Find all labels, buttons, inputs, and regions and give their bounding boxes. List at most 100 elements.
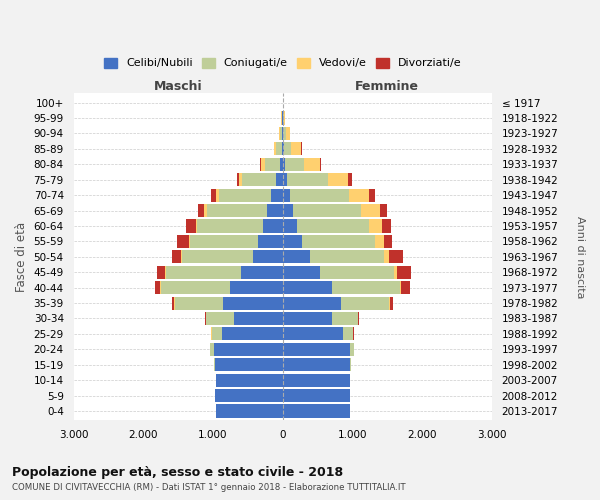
Bar <box>283 374 350 386</box>
Bar <box>265 158 280 171</box>
Bar <box>283 235 302 248</box>
Bar <box>222 328 283 340</box>
Bar <box>260 158 261 171</box>
Bar <box>283 112 284 124</box>
Legend: Celibi/Nubili, Coniugati/e, Vedovi/e, Divorziati/e: Celibi/Nubili, Coniugati/e, Vedovi/e, Di… <box>100 53 466 73</box>
Bar <box>400 281 401 294</box>
Bar <box>283 404 350 417</box>
Bar <box>320 158 321 171</box>
Bar <box>283 296 341 310</box>
Bar <box>215 358 283 372</box>
Bar <box>369 220 382 232</box>
Bar <box>205 312 206 325</box>
Bar <box>320 266 394 279</box>
Bar <box>301 142 302 156</box>
Bar <box>166 266 241 279</box>
Bar <box>211 188 216 202</box>
Text: Femmine: Femmine <box>355 80 419 94</box>
Bar <box>280 127 282 140</box>
Bar <box>283 328 343 340</box>
Bar <box>234 312 283 325</box>
Bar <box>281 112 283 124</box>
Bar <box>401 281 410 294</box>
Bar <box>161 281 230 294</box>
Bar <box>293 204 361 217</box>
Bar <box>341 296 389 310</box>
Bar <box>394 266 397 279</box>
Bar <box>348 173 352 186</box>
Bar <box>283 220 296 232</box>
Bar <box>283 127 286 140</box>
Bar <box>277 173 283 186</box>
Bar <box>182 250 253 264</box>
Bar <box>155 281 160 294</box>
Bar <box>286 127 290 140</box>
Bar <box>196 220 197 232</box>
Bar <box>239 173 242 186</box>
Bar <box>212 328 222 340</box>
Bar <box>216 404 283 417</box>
Bar <box>241 266 283 279</box>
Bar <box>290 188 349 202</box>
Bar <box>328 173 348 186</box>
Bar <box>369 188 375 202</box>
Bar <box>283 312 332 325</box>
Bar <box>389 250 403 264</box>
Bar <box>376 235 384 248</box>
Bar <box>285 158 304 171</box>
Bar <box>358 312 359 325</box>
Bar <box>283 343 350 356</box>
Bar <box>380 204 387 217</box>
Bar <box>172 250 181 264</box>
Bar <box>389 296 390 310</box>
Bar <box>287 173 328 186</box>
Bar <box>302 235 376 248</box>
Bar <box>296 220 369 232</box>
Bar <box>190 235 258 248</box>
Bar <box>361 204 380 217</box>
Bar <box>281 142 283 156</box>
Bar <box>274 142 276 156</box>
Bar <box>282 127 283 140</box>
Bar <box>204 204 206 217</box>
Bar <box>343 328 353 340</box>
Bar <box>253 250 283 264</box>
Bar <box>304 158 320 171</box>
Bar <box>157 266 165 279</box>
Bar <box>390 296 392 310</box>
Bar <box>210 343 214 356</box>
Text: COMUNE DI CIVITAVECCHIA (RM) - Dati ISTAT 1° gennaio 2018 - Elaborazione TUTTITA: COMUNE DI CIVITAVECCHIA (RM) - Dati ISTA… <box>12 484 406 492</box>
Bar <box>310 250 385 264</box>
Bar <box>332 312 358 325</box>
Bar <box>216 188 219 202</box>
Bar <box>206 312 234 325</box>
Bar <box>242 173 277 186</box>
Bar <box>284 112 286 124</box>
Bar <box>283 281 332 294</box>
Bar <box>283 266 320 279</box>
Bar <box>283 142 284 156</box>
Bar <box>219 188 271 202</box>
Text: Maschi: Maschi <box>154 80 202 94</box>
Bar <box>280 158 283 171</box>
Bar <box>283 188 290 202</box>
Bar <box>350 358 351 372</box>
Bar <box>283 158 285 171</box>
Y-axis label: Anni di nascita: Anni di nascita <box>575 216 585 298</box>
Bar <box>189 235 190 248</box>
Bar <box>263 220 283 232</box>
Bar <box>284 142 291 156</box>
Y-axis label: Fasce di età: Fasce di età <box>15 222 28 292</box>
Bar <box>279 127 280 140</box>
Bar <box>283 389 350 402</box>
Bar <box>283 204 293 217</box>
Bar <box>397 266 411 279</box>
Bar <box>261 158 265 171</box>
Bar <box>332 281 400 294</box>
Bar <box>385 250 389 264</box>
Bar <box>271 188 283 202</box>
Bar <box>283 173 287 186</box>
Bar <box>187 220 196 232</box>
Bar <box>283 250 310 264</box>
Bar <box>197 220 263 232</box>
